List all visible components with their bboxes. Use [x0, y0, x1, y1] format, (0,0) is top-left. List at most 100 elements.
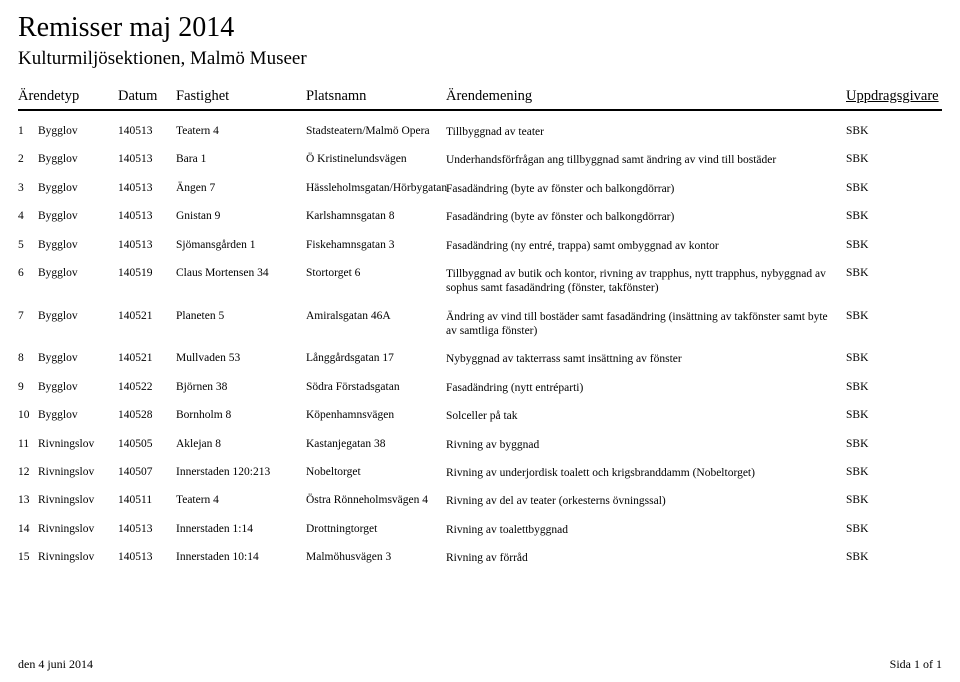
- cell-idx: 15: [18, 551, 38, 563]
- cell-place: Karlshamnsgatan 8: [306, 210, 446, 222]
- cell-idx: 12: [18, 466, 38, 478]
- cell-type: Bygglov: [38, 409, 118, 421]
- cell-desc: Solceller på tak: [446, 409, 846, 423]
- cell-place: Amiralsgatan 46A: [306, 310, 446, 322]
- cell-property: Bara 1: [176, 153, 306, 165]
- cell-source: SBK: [846, 352, 936, 364]
- cell-type: Rivningslov: [38, 523, 118, 535]
- cell-source: SBK: [846, 523, 936, 535]
- cell-property: Ängen 7: [176, 182, 306, 194]
- col-header-desc: Ärendemening: [446, 88, 846, 105]
- table-row: 12Rivningslov140507Innerstaden 120:213No…: [18, 462, 942, 490]
- cell-source: SBK: [846, 310, 936, 322]
- col-header-type: Ärendetyp: [18, 88, 118, 105]
- cell-place: Fiskehamnsgatan 3: [306, 239, 446, 251]
- cell-property: Planeten 5: [176, 310, 306, 322]
- cell-type: Bygglov: [38, 310, 118, 322]
- cell-place: Ö Kristinelundsvägen: [306, 153, 446, 165]
- cell-place: Stortorget 6: [306, 267, 446, 279]
- cell-source: SBK: [846, 494, 936, 506]
- cell-source: SBK: [846, 438, 936, 450]
- cell-idx: 4: [18, 210, 38, 222]
- cell-date: 140521: [118, 310, 176, 322]
- cell-source: SBK: [846, 125, 936, 137]
- table-row: 9Bygglov140522Björnen 38Södra Förstadsga…: [18, 377, 942, 405]
- cell-desc: Tillbyggnad av butik och kontor, rivning…: [446, 267, 846, 296]
- table-row: 8Bygglov140521Mullvaden 53Långgårdsgatan…: [18, 348, 942, 376]
- cell-date: 140511: [118, 494, 176, 506]
- cell-place: Södra Förstadsgatan: [306, 381, 446, 393]
- cell-type: Rivningslov: [38, 438, 118, 450]
- table-row: 1Bygglov140513Teatern 4Stadsteatern/Malm…: [18, 121, 942, 149]
- cell-property: Mullvaden 53: [176, 352, 306, 364]
- page: Remisser maj 2014 Kulturmiljösektionen, …: [0, 0, 960, 682]
- cell-property: Bornholm 8: [176, 409, 306, 421]
- table-row: 10Bygglov140528Bornholm 8Köpenhamnsvägen…: [18, 405, 942, 433]
- cell-idx: 2: [18, 153, 38, 165]
- cell-date: 140513: [118, 153, 176, 165]
- cell-place: Långgårdsgatan 17: [306, 352, 446, 364]
- cell-property: Gnistan 9: [176, 210, 306, 222]
- cell-date: 140507: [118, 466, 176, 478]
- cell-type: Bygglov: [38, 182, 118, 194]
- cell-desc: Rivning av toalettbyggnad: [446, 523, 846, 537]
- table-row: 7Bygglov140521Planeten 5Amiralsgatan 46A…: [18, 306, 942, 349]
- cell-property: Teatern 4: [176, 494, 306, 506]
- cell-source: SBK: [846, 239, 936, 251]
- cell-date: 140513: [118, 210, 176, 222]
- cell-date: 140513: [118, 239, 176, 251]
- cell-place: Malmöhusvägen 3: [306, 551, 446, 563]
- cell-date: 140521: [118, 352, 176, 364]
- cell-type: Bygglov: [38, 125, 118, 137]
- cell-desc: Tillbyggnad av teater: [446, 125, 846, 139]
- footer-date: den 4 juni 2014: [18, 657, 93, 672]
- cell-property: Sjömansgården 1: [176, 239, 306, 251]
- cell-source: SBK: [846, 153, 936, 165]
- cell-type: Rivningslov: [38, 466, 118, 478]
- col-header-property: Fastighet: [176, 88, 306, 105]
- cell-idx: 1: [18, 125, 38, 137]
- cell-idx: 6: [18, 267, 38, 279]
- table-row: 14Rivningslov140513Innerstaden 1:14Drott…: [18, 519, 942, 547]
- cell-date: 140513: [118, 523, 176, 535]
- cell-date: 140513: [118, 182, 176, 194]
- table-row: 5Bygglov140513Sjömansgården 1Fiskehamnsg…: [18, 235, 942, 263]
- cell-place: Drottningtorget: [306, 523, 446, 535]
- cell-property: Björnen 38: [176, 381, 306, 393]
- cell-property: Innerstaden 1:14: [176, 523, 306, 535]
- cell-property: Teatern 4: [176, 125, 306, 137]
- cell-idx: 5: [18, 239, 38, 251]
- table-row: 3Bygglov140513Ängen 7Hässleholmsgatan/Hö…: [18, 178, 942, 206]
- cell-type: Bygglov: [38, 153, 118, 165]
- page-title: Remisser maj 2014: [18, 12, 942, 44]
- footer-page: Sida 1 of 1: [890, 657, 942, 672]
- cell-property: Claus Mortensen 34: [176, 267, 306, 279]
- cell-idx: 8: [18, 352, 38, 364]
- cell-source: SBK: [846, 409, 936, 421]
- cell-idx: 10: [18, 409, 38, 421]
- cell-idx: 7: [18, 310, 38, 322]
- cell-desc: Fasadändring (ny entré, trappa) samt omb…: [446, 239, 846, 253]
- cell-desc: Fasadändring (nytt entréparti): [446, 381, 846, 395]
- cell-place: Köpenhamnsvägen: [306, 409, 446, 421]
- cell-source: SBK: [846, 551, 936, 563]
- cell-type: Rivningslov: [38, 551, 118, 563]
- cell-date: 140528: [118, 409, 176, 421]
- cell-desc: Ändring av vind till bostäder samt fasad…: [446, 310, 846, 339]
- col-header-source: Uppdragsgivare: [846, 88, 936, 105]
- table-row: 4Bygglov140513Gnistan 9Karlshamnsgatan 8…: [18, 206, 942, 234]
- col-header-place: Platsnamn: [306, 88, 446, 105]
- cell-date: 140505: [118, 438, 176, 450]
- table-row: 11Rivningslov140505Aklejan 8Kastanjegata…: [18, 434, 942, 462]
- page-footer: den 4 juni 2014 Sida 1 of 1: [18, 657, 942, 672]
- cell-desc: Rivning av del av teater (orkesterns övn…: [446, 494, 846, 508]
- cell-idx: 9: [18, 381, 38, 393]
- cell-idx: 3: [18, 182, 38, 194]
- cell-date: 140513: [118, 125, 176, 137]
- col-header-date: Datum: [118, 88, 176, 105]
- cell-desc: Nybyggnad av takterrass samt insättning …: [446, 352, 846, 366]
- cell-date: 140513: [118, 551, 176, 563]
- cell-place: Hässleholmsgatan/Hörbygatan: [306, 182, 446, 194]
- cell-property: Aklejan 8: [176, 438, 306, 450]
- cell-type: Bygglov: [38, 267, 118, 279]
